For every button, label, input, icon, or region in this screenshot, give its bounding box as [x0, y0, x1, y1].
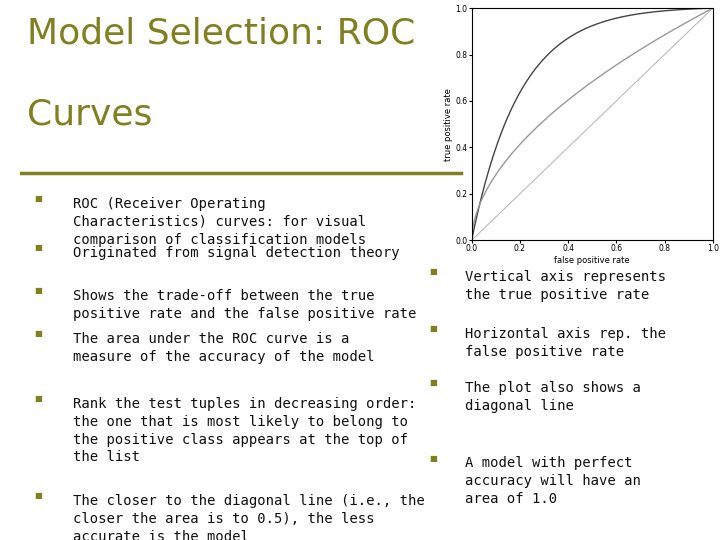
Text: ■: ■ — [430, 267, 438, 276]
Text: Model Selection: ROC: Model Selection: ROC — [27, 16, 415, 50]
Text: Horizontal axis rep. the
false positive rate: Horizontal axis rep. the false positive … — [464, 327, 665, 359]
Text: ■: ■ — [34, 194, 42, 204]
X-axis label: false positive rate: false positive rate — [554, 256, 630, 265]
Text: ■: ■ — [34, 286, 42, 295]
Text: A model with perfect
accuracy will have an
area of 1.0: A model with perfect accuracy will have … — [464, 456, 640, 506]
Text: ■: ■ — [34, 394, 42, 403]
Text: ■: ■ — [430, 324, 438, 333]
Text: ■: ■ — [34, 329, 42, 339]
Text: Rank the test tuples in decreasing order:
the one that is most likely to belong : Rank the test tuples in decreasing order… — [73, 397, 416, 464]
Text: ■: ■ — [430, 378, 438, 387]
Text: Originated from signal detection theory: Originated from signal detection theory — [73, 246, 400, 260]
Text: ■: ■ — [34, 491, 42, 501]
Text: The area under the ROC curve is a
measure of the accuracy of the model: The area under the ROC curve is a measur… — [73, 332, 374, 364]
Text: The plot also shows a
diagonal line: The plot also shows a diagonal line — [464, 381, 640, 413]
Text: The closer to the diagonal line (i.e., the
closer the area is to 0.5), the less
: The closer to the diagonal line (i.e., t… — [73, 494, 424, 540]
Text: Shows the trade-off between the true
positive rate and the false positive rate: Shows the trade-off between the true pos… — [73, 289, 416, 321]
Y-axis label: true positive rate: true positive rate — [444, 88, 453, 160]
Text: ROC (Receiver Operating
Characteristics) curves: for visual
comparison of classi: ROC (Receiver Operating Characteristics)… — [73, 197, 366, 247]
Text: Vertical axis represents
the true positive rate: Vertical axis represents the true positi… — [464, 270, 665, 302]
Text: Curves: Curves — [27, 97, 153, 131]
Text: ■: ■ — [430, 454, 438, 463]
Text: ■: ■ — [34, 243, 42, 252]
